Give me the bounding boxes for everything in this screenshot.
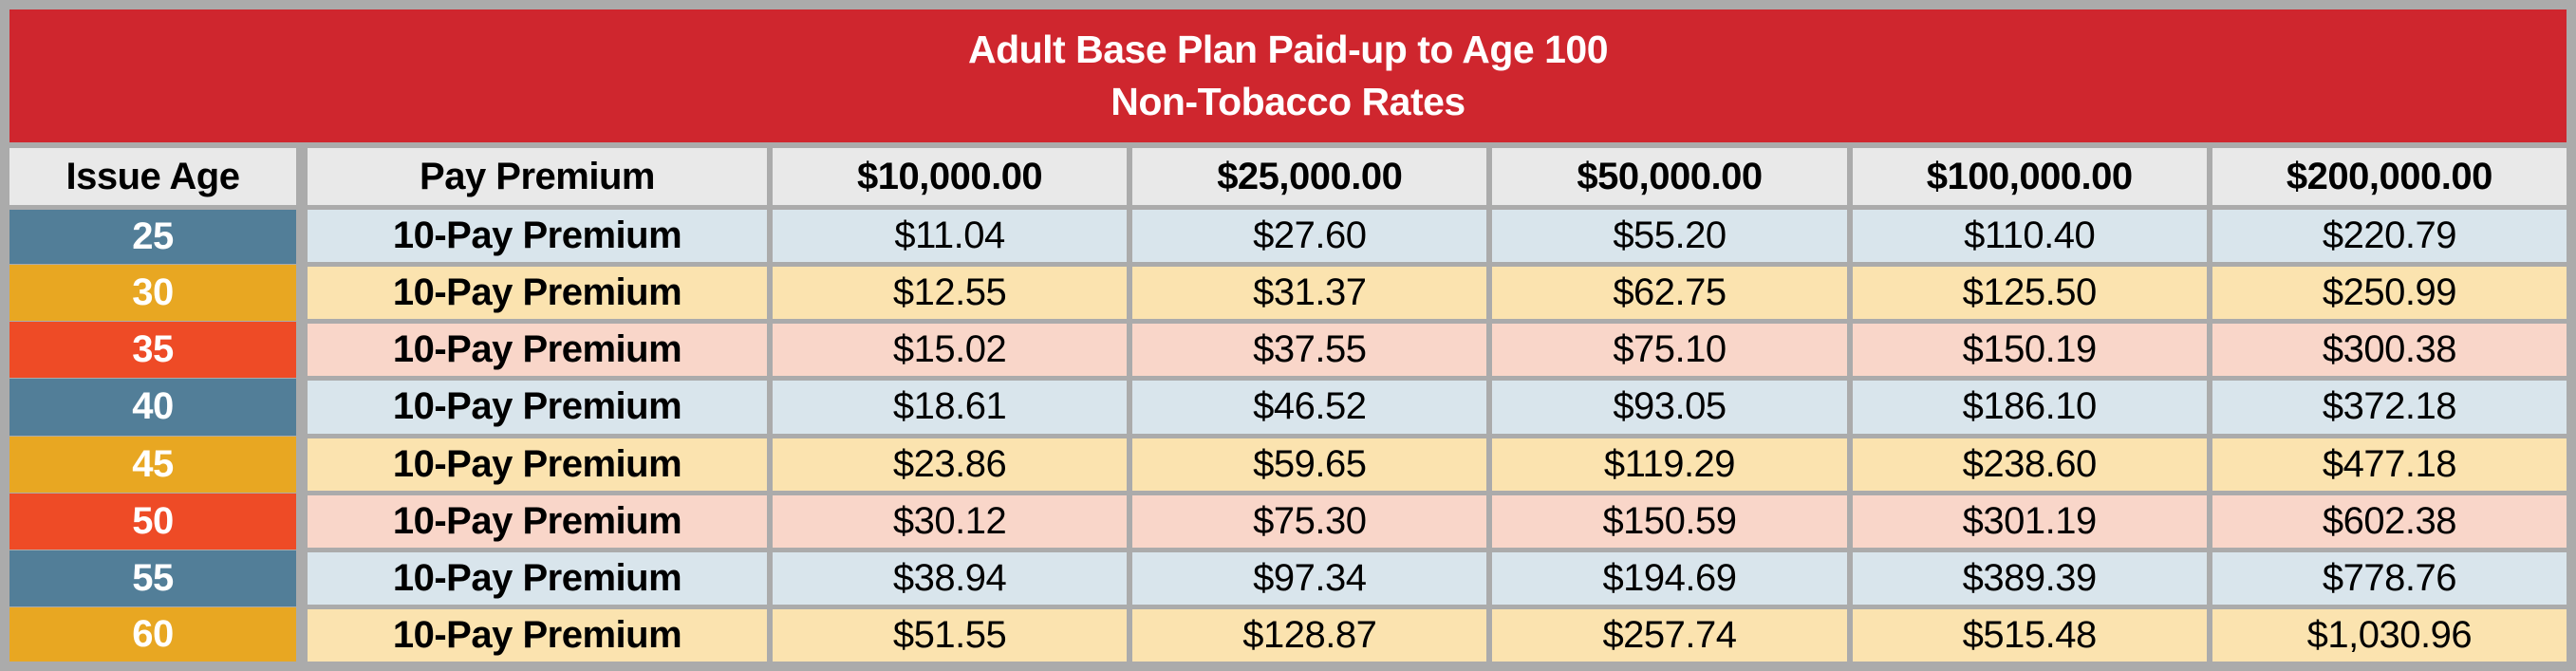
issue-age-cell: 60 [9, 606, 296, 662]
premium-value-cell: $27.60 [1132, 210, 1487, 263]
title-band: Adult Base Plan Paid-up to Age 100 Non-T… [9, 9, 2567, 142]
premium-value-cell: $250.99 [2212, 267, 2567, 320]
premium-value-cell: $119.29 [1492, 438, 1847, 491]
premium-value-cell: $186.10 [1852, 381, 2207, 434]
premium-value-cell: $59.65 [1132, 438, 1487, 491]
col-header-pay-premium: Pay Premium [308, 148, 767, 205]
premium-value-cell: $1,030.96 [2212, 608, 2567, 662]
premium-value-cell: $220.79 [2212, 210, 2567, 263]
premium-value-cell: $30.12 [773, 494, 1128, 548]
issue-age-cell: 55 [9, 550, 296, 606]
issue-age-cell: 30 [9, 265, 296, 322]
issue-age-cell: 45 [9, 436, 296, 493]
premium-value-cell: $46.52 [1132, 381, 1487, 434]
premium-value-cell: $301.19 [1852, 494, 2207, 548]
pay-premium-cell: 10-Pay Premium [308, 267, 767, 320]
premium-value-cell: $55.20 [1492, 210, 1847, 263]
pay-premium-cell: 10-Pay Premium [308, 210, 767, 263]
col-header-face-10000: $10,000.00 [773, 148, 1128, 205]
premium-value-cell: $238.60 [1852, 438, 2207, 491]
pay-premium-cell: 10-Pay Premium [308, 551, 767, 605]
premium-value-cell: $125.50 [1852, 267, 2207, 320]
premium-value-cell: $38.94 [773, 551, 1128, 605]
premium-value-cell: $778.76 [2212, 551, 2567, 605]
col-header-face-25000: $25,000.00 [1132, 148, 1487, 205]
premium-value-cell: $97.34 [1132, 551, 1487, 605]
premium-value-cell: $23.86 [773, 438, 1128, 491]
premium-value-cell: $602.38 [2212, 494, 2567, 548]
col-header-face-50000: $50,000.00 [1492, 148, 1847, 205]
premium-value-cell: $31.37 [1132, 267, 1487, 320]
table-title-line2: Non-Tobacco Rates [1111, 80, 1465, 123]
pay-premium-cell: 10-Pay Premium [308, 494, 767, 548]
premium-value-cell: $93.05 [1492, 381, 1847, 434]
col-header-issue-age: Issue Age [9, 148, 296, 205]
premium-value-cell: $128.87 [1132, 608, 1487, 662]
premium-value-cell: $11.04 [773, 210, 1128, 263]
premium-value-cell: $15.02 [773, 324, 1128, 377]
premium-value-cell: $389.39 [1852, 551, 2207, 605]
pay-premium-cell: 10-Pay Premium [308, 381, 767, 434]
pay-premium-cell: 10-Pay Premium [308, 608, 767, 662]
issue-age-cell: 35 [9, 322, 296, 379]
premium-value-cell: $110.40 [1852, 210, 2207, 263]
rate-table: Issue Age Pay Premium $10,000.00 $25,000… [9, 148, 2567, 662]
issue-age-cell: 50 [9, 493, 296, 550]
table-title-line1: Adult Base Plan Paid-up to Age 100 [967, 27, 1609, 71]
premium-value-cell: $75.30 [1132, 494, 1487, 548]
premium-value-cell: $75.10 [1492, 324, 1847, 377]
premium-value-cell: $372.18 [2212, 381, 2567, 434]
col-header-face-100000: $100,000.00 [1852, 148, 2207, 205]
pay-premium-cell: 10-Pay Premium [308, 324, 767, 377]
premium-value-cell: $515.48 [1852, 608, 2207, 662]
premium-value-cell: $51.55 [773, 608, 1128, 662]
premium-value-cell: $37.55 [1132, 324, 1487, 377]
premium-value-cell: $477.18 [2212, 438, 2567, 491]
issue-age-cell: 40 [9, 379, 296, 436]
pay-premium-cell: 10-Pay Premium [308, 438, 767, 491]
premium-value-cell: $62.75 [1492, 267, 1847, 320]
premium-value-cell: $300.38 [2212, 324, 2567, 377]
premium-value-cell: $150.59 [1492, 494, 1847, 548]
premium-value-cell: $12.55 [773, 267, 1128, 320]
col-header-face-200000: $200,000.00 [2212, 148, 2567, 205]
premium-value-cell: $18.61 [773, 381, 1128, 434]
premium-value-cell: $194.69 [1492, 551, 1847, 605]
premium-value-cell: $150.19 [1852, 324, 2207, 377]
premium-value-cell: $257.74 [1492, 608, 1847, 662]
issue-age-cell: 25 [9, 210, 296, 265]
